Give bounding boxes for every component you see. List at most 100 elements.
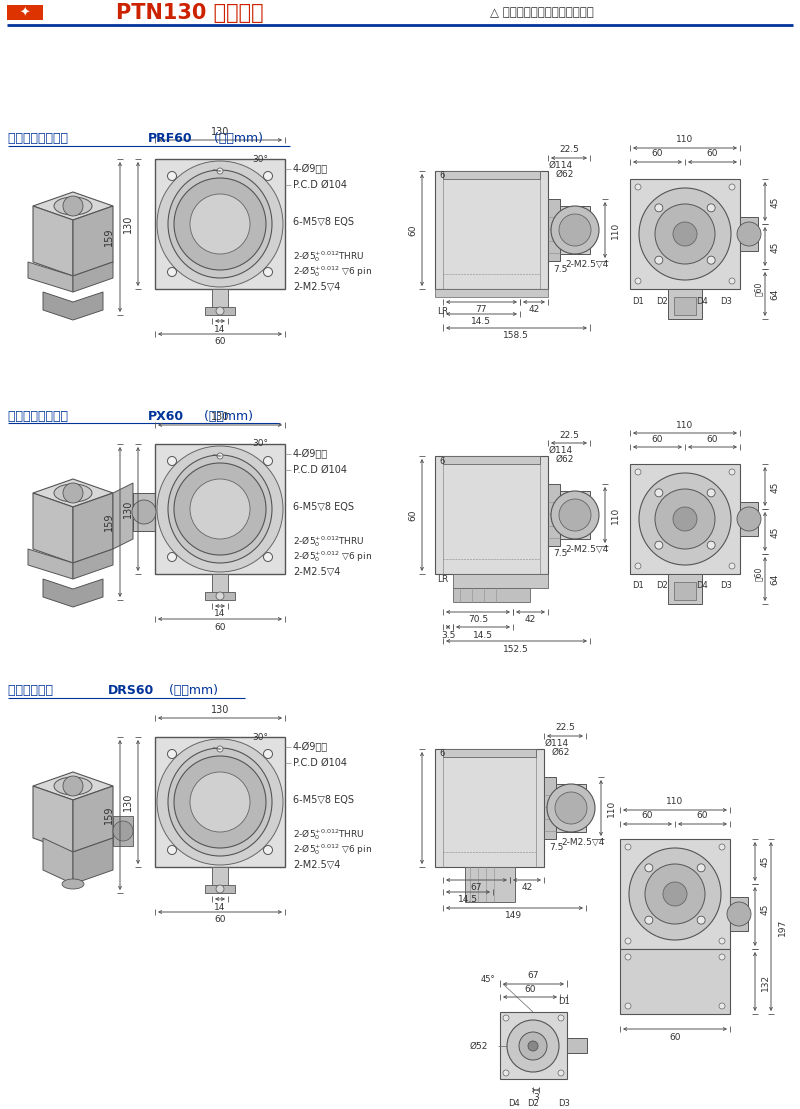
Circle shape	[645, 864, 653, 872]
Circle shape	[217, 452, 223, 459]
Polygon shape	[33, 772, 113, 800]
Text: D1: D1	[632, 296, 644, 305]
Ellipse shape	[168, 747, 272, 856]
Circle shape	[639, 189, 731, 279]
Text: 45: 45	[770, 527, 779, 538]
Text: D4: D4	[696, 296, 708, 305]
Circle shape	[216, 307, 224, 315]
Circle shape	[737, 222, 761, 246]
Circle shape	[132, 500, 156, 523]
Circle shape	[174, 179, 266, 269]
Circle shape	[551, 491, 599, 539]
Circle shape	[729, 278, 735, 284]
Polygon shape	[73, 494, 113, 563]
Text: Ø52: Ø52	[470, 1041, 488, 1050]
Circle shape	[503, 1070, 509, 1076]
Text: 67: 67	[527, 970, 538, 979]
Text: 2-M2.5▽4: 2-M2.5▽4	[565, 545, 608, 553]
Polygon shape	[33, 479, 113, 507]
Text: LR: LR	[437, 576, 448, 584]
Text: 6-M5▽8 EQS: 6-M5▽8 EQS	[293, 217, 354, 227]
Circle shape	[655, 204, 715, 264]
Ellipse shape	[54, 777, 92, 795]
Text: 130: 130	[123, 793, 133, 811]
Text: PTN130 应用范例: PTN130 应用范例	[116, 3, 264, 23]
Text: (单位mm): (单位mm)	[200, 409, 253, 423]
Circle shape	[263, 552, 273, 561]
Circle shape	[216, 885, 224, 893]
Circle shape	[645, 864, 705, 924]
Polygon shape	[73, 262, 113, 292]
Text: 130: 130	[123, 500, 133, 518]
Text: 130: 130	[123, 215, 133, 233]
Circle shape	[263, 267, 273, 276]
Bar	[560, 206, 590, 254]
Circle shape	[263, 172, 273, 181]
Text: 6: 6	[439, 172, 444, 181]
Text: D4: D4	[508, 1099, 520, 1108]
Text: 60: 60	[214, 916, 226, 925]
Polygon shape	[43, 838, 73, 884]
Bar	[500, 1013, 567, 1079]
Polygon shape	[73, 549, 113, 579]
Bar	[548, 199, 560, 261]
Bar	[7, 6, 43, 20]
Text: 60: 60	[706, 150, 718, 159]
Text: 6: 6	[439, 750, 444, 759]
Circle shape	[167, 172, 177, 181]
Text: Ø62: Ø62	[556, 455, 574, 464]
Text: 45°: 45°	[480, 975, 495, 984]
Circle shape	[697, 916, 705, 924]
Text: 152.5: 152.5	[503, 644, 529, 653]
Circle shape	[719, 954, 725, 960]
Text: 30°: 30°	[252, 439, 268, 448]
Text: 130: 130	[211, 705, 229, 715]
Text: PRF60: PRF60	[148, 132, 193, 145]
Circle shape	[519, 1032, 547, 1060]
Text: 3: 3	[533, 1093, 539, 1102]
Bar	[620, 840, 730, 949]
Bar	[133, 494, 155, 531]
Circle shape	[167, 267, 177, 276]
Ellipse shape	[62, 879, 84, 889]
Text: D2: D2	[527, 1099, 539, 1108]
Circle shape	[217, 167, 223, 174]
Circle shape	[655, 256, 663, 264]
Circle shape	[729, 563, 735, 569]
Text: 110: 110	[606, 800, 615, 816]
Circle shape	[217, 746, 223, 752]
Ellipse shape	[157, 739, 283, 865]
Circle shape	[547, 784, 595, 832]
Ellipse shape	[157, 161, 283, 287]
Bar	[435, 289, 548, 297]
Text: 4-Ø9通孔: 4-Ø9通孔	[293, 164, 328, 174]
Text: 2-M2.5▽4: 2-M2.5▽4	[561, 837, 604, 846]
Text: 42: 42	[528, 305, 540, 314]
Circle shape	[216, 592, 224, 600]
Circle shape	[663, 882, 687, 906]
Circle shape	[707, 256, 715, 264]
Circle shape	[655, 489, 663, 497]
Bar	[212, 289, 228, 307]
Circle shape	[167, 457, 177, 466]
Text: 64: 64	[770, 573, 779, 584]
Text: 直结式行星减速机: 直结式行星减速机	[8, 132, 72, 145]
Circle shape	[558, 1015, 564, 1021]
Text: 67: 67	[470, 884, 482, 893]
Circle shape	[507, 1020, 559, 1072]
Text: 2-M2.5▽4: 2-M2.5▽4	[293, 567, 340, 577]
Text: D1: D1	[558, 997, 570, 1006]
Text: 7.5: 7.5	[553, 265, 567, 274]
Text: 22.5: 22.5	[559, 430, 579, 439]
Bar	[453, 588, 530, 602]
Circle shape	[190, 194, 250, 254]
Bar	[730, 897, 748, 930]
Text: 7.5: 7.5	[553, 549, 567, 559]
Circle shape	[625, 954, 631, 960]
Ellipse shape	[168, 170, 272, 278]
Bar	[443, 456, 540, 464]
Text: 77: 77	[475, 305, 486, 314]
Circle shape	[174, 756, 266, 848]
Text: P.C.D Ø104: P.C.D Ø104	[293, 465, 347, 475]
Text: 2-Ø5$^{+0.012}_{0}$THRU: 2-Ø5$^{+0.012}_{0}$THRU	[293, 535, 365, 549]
